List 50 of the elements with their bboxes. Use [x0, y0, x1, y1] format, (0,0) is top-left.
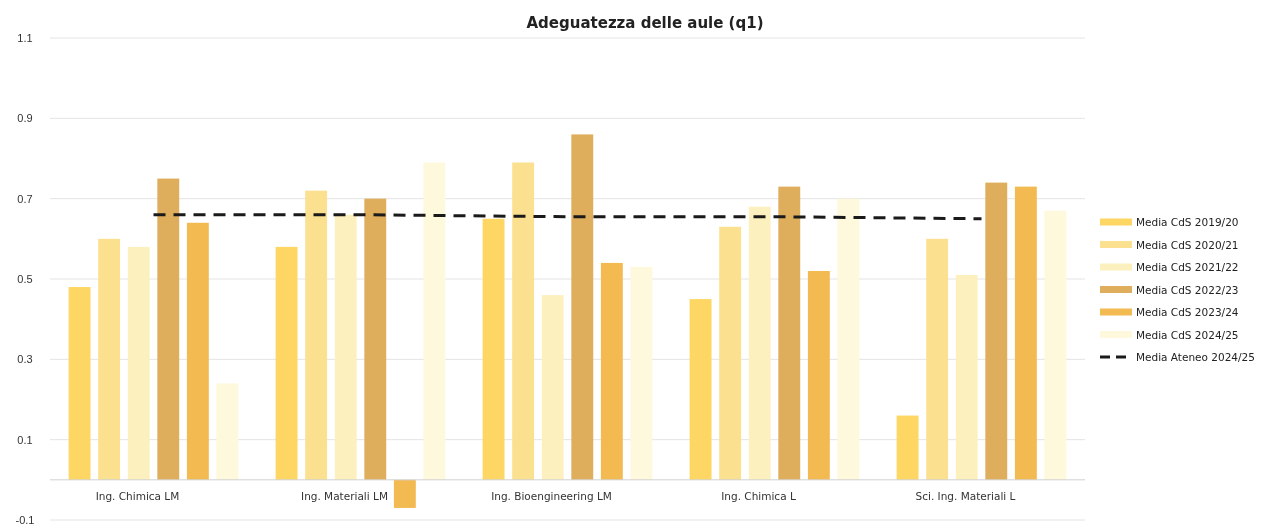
- bar: [305, 190, 328, 480]
- bar: [926, 238, 949, 480]
- bar: [334, 214, 357, 480]
- bar: [541, 295, 564, 480]
- bar: [630, 266, 653, 480]
- bar: [600, 262, 623, 480]
- y-tick-label: 0.3: [17, 353, 33, 366]
- y-tick-label: 0.9: [17, 112, 33, 125]
- bar: [955, 274, 978, 480]
- bar: [423, 162, 446, 480]
- legend-label: Media Ateneo 2024/25: [1136, 351, 1255, 363]
- bar: [157, 178, 180, 480]
- bar: [571, 134, 594, 480]
- bar: [778, 186, 801, 480]
- bar: [512, 162, 535, 480]
- bar: [364, 198, 387, 480]
- legend-label: Media CdS 2020/21: [1136, 238, 1239, 251]
- legend-label: Media CdS 2022/23: [1136, 283, 1239, 296]
- y-tick-label: 1.1: [17, 32, 33, 45]
- bar: [68, 287, 91, 480]
- bar: [748, 206, 771, 480]
- bar: [1044, 210, 1067, 480]
- bar: [837, 198, 860, 480]
- bar: [719, 226, 742, 480]
- x-tick-label: Ing. Bioengineering LM: [491, 489, 612, 502]
- legend-label: Media CdS 2021/22: [1136, 261, 1239, 273]
- legend-label: Media CdS 2019/20: [1136, 216, 1239, 228]
- legend-label: Media CdS 2023/24: [1136, 306, 1239, 318]
- bar: [985, 182, 1008, 480]
- y-tick-label: 0.7: [17, 192, 33, 205]
- bar: [98, 238, 121, 480]
- x-tick-label: Ing. Chimica LM: [95, 489, 180, 502]
- bar: [807, 270, 830, 480]
- y-tick-label: -0.1: [15, 514, 35, 526]
- y-tick-label: 0.5: [17, 273, 33, 286]
- bar: [896, 415, 919, 480]
- bar: [216, 383, 239, 480]
- legend-label: Media CdS 2024/25: [1136, 328, 1239, 341]
- x-tick-label: Sci. Ing. Materiali L: [915, 489, 1016, 502]
- y-tick-label: 0.1: [17, 433, 33, 446]
- bar: [186, 222, 209, 480]
- x-tick-label: Ing. Chimica L: [721, 489, 796, 502]
- bar: [482, 218, 505, 480]
- bar: [275, 246, 298, 480]
- bar: [1014, 186, 1037, 480]
- chart-title: Adeguatezza delle aule (q1): [526, 14, 764, 32]
- bar: [127, 246, 150, 480]
- bar: [689, 299, 712, 480]
- bar: [393, 479, 416, 508]
- x-tick-label: Ing. Materiali LM: [301, 489, 388, 502]
